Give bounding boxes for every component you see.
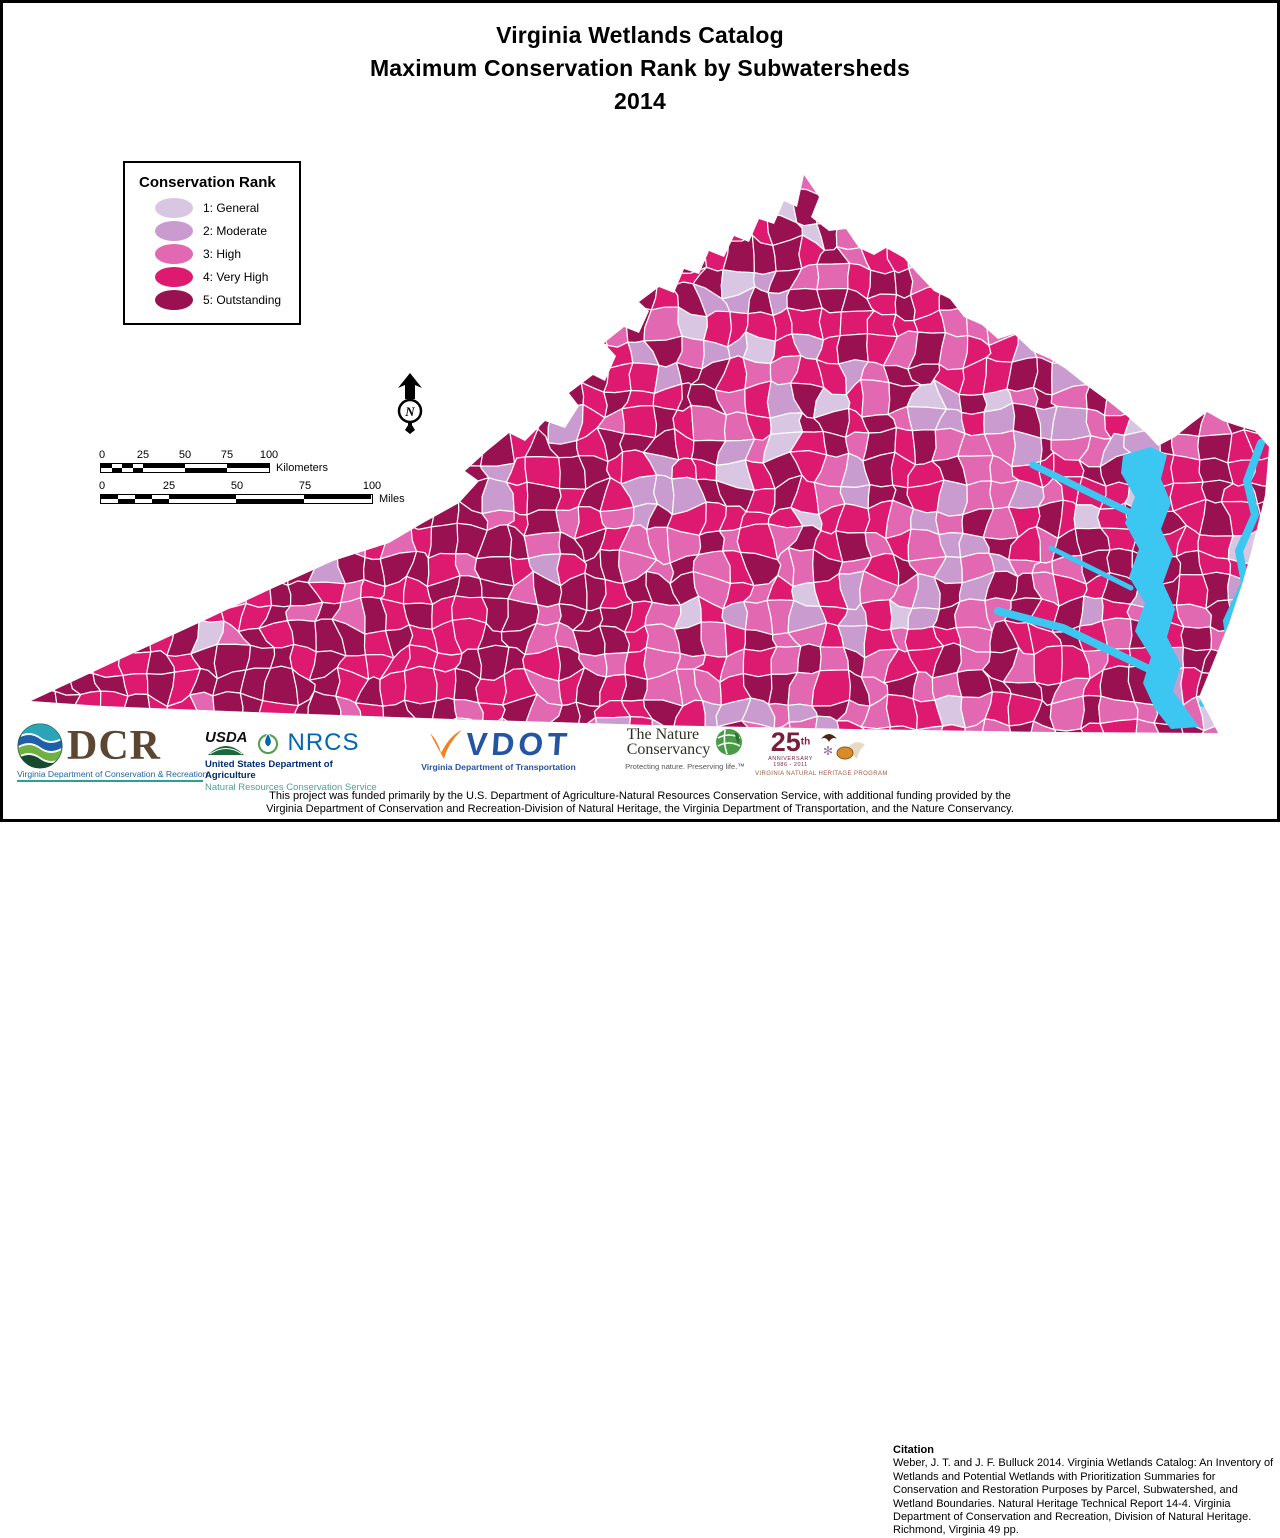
legend-item-general: 1: General [155,198,291,218]
mi-tick-25: 25 [163,480,175,492]
funding-note: This project was funded primarily by the… [3,790,1277,816]
vdot-subtitle: Virginia Department of Transportation [411,762,586,772]
rank-3-swatch [155,244,193,264]
nrcs-acronym: NRCS [288,731,360,755]
nhp-wildlife-icons: ✻ [815,729,867,763]
usda-acronym: USDA [205,731,248,745]
tnc-globe-icon [715,728,743,756]
legend-title: Conservation Rank [139,174,291,191]
dcr-subtitle: Virginia Department of Conservation & Re… [17,769,203,782]
citation-block: Citation Weber, J. T. and J. F. Bulluck … [893,1444,1277,1538]
nhp-years: 1986 - 2011 [768,762,813,768]
nhp-program-name: VIRGINIA NATURAL HERITAGE PROGRAM [755,771,880,777]
mi-tick-50: 50 [231,480,243,492]
miles-unit-label: Miles [379,493,405,505]
mi-tick-75: 75 [299,480,311,492]
kilometers-unit-label: Kilometers [276,462,328,474]
natural-heritage-25th-logo: 25th ANNIVERSARY 1986 - 2011 ✻ VIRGINIA … [755,729,880,777]
funding-line-1: This project was funded primarily by the… [3,790,1277,803]
tnc-tagline: Protecting nature. Preserving life.™ [615,762,755,771]
title-line-2: Maximum Conservation Rank by Subwatershe… [3,52,1277,85]
usda-field-icon [208,745,244,755]
map-poster: { "title": { "line1": "Virginia Wetlands… [0,0,1280,822]
miles-scale-bar [100,494,373,504]
mi-tick-100: 100 [363,480,381,492]
dcr-acronym: DCR [67,724,161,768]
usda-department-line: United States Department of Agriculture [205,759,385,781]
vdot-swoosh-icon [426,727,464,761]
nrcs-drop-icon [256,731,280,755]
legend: Conservation Rank 1: General 2: Moderate… [123,161,301,325]
title-line-1: Virginia Wetlands Catalog [3,19,1277,52]
km-tick-100: 100 [260,449,278,461]
north-arrow-icon: N [389,372,431,434]
legend-item-outstanding: 5: Outstanding [155,290,291,310]
kilometers-scale-bar [100,463,270,473]
km-tick-75: 75 [221,449,233,461]
rank-4-swatch [155,267,193,287]
title-line-3: 2014 [3,85,1277,118]
map-title: Virginia Wetlands Catalog Maximum Conser… [3,19,1277,118]
legend-item-high: 3: High [155,244,291,264]
nhp-th-suffix: th [801,737,810,748]
nhp-25-number: 25 [771,727,801,757]
rank-1-label: 1: General [203,201,259,215]
vdot-acronym: VDOT [465,728,572,760]
usda-nrcs-logo: USDA NRCS United States Department of Ag… [205,725,385,793]
rank-1-swatch [155,198,193,218]
rank-2-label: 2: Moderate [203,224,267,238]
rank-5-label: 5: Outstanding [203,293,281,307]
funding-line-2: Virginia Department of Conservation and … [3,803,1277,816]
footer-logos: DCR Virginia Department of Conservation … [3,717,1277,793]
svg-text:✻: ✻ [823,744,833,758]
km-tick-25: 25 [137,449,149,461]
virginia-subwatersheds-map [3,3,1280,825]
km-tick-0: 0 [99,449,105,461]
tnc-name-line-1: The Nature [627,727,711,742]
legend-item-very-high: 4: Very High [155,267,291,287]
dcr-logo: DCR Virginia Department of Conservation … [17,723,203,782]
citation-heading: Citation [893,1444,934,1456]
rank-5-swatch [155,290,193,310]
mi-tick-0: 0 [99,480,105,492]
km-tick-50: 50 [179,449,191,461]
rank-3-label: 3: High [203,247,241,261]
dcr-globe-icon [17,723,63,769]
citation-text: Weber, J. T. and J. F. Bulluck 2014. Vir… [893,1457,1273,1536]
legend-item-moderate: 2: Moderate [155,221,291,241]
rank-4-label: 4: Very High [203,270,268,284]
north-arrow-letter: N [404,404,415,419]
tnc-name-line-2: Conservancy [627,742,711,757]
nature-conservancy-logo: The Nature Conservancy Protecting nature… [615,727,755,771]
rank-2-swatch [155,221,193,241]
vdot-logo: VDOT Virginia Department of Transportati… [411,727,586,772]
scale-bars: 0 25 50 75 100 Kilometers 0 25 50 75 100… [100,449,520,511]
